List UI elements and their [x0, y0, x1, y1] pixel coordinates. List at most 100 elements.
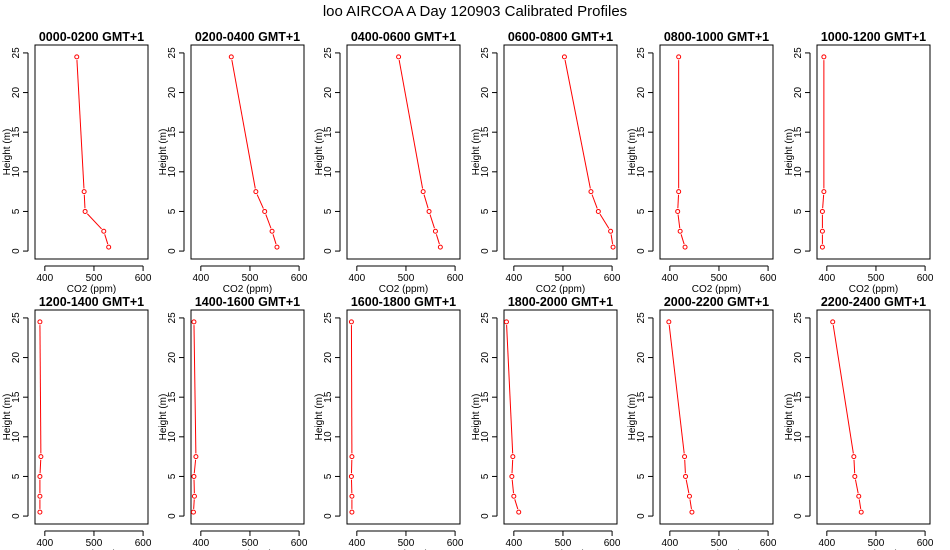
- y-tick-label: 15: [636, 126, 647, 138]
- profile-point: [830, 319, 836, 325]
- y-tick-label: 5: [480, 208, 491, 214]
- y-tick-label: 10: [636, 166, 647, 178]
- profile-line-segment: [677, 194, 680, 209]
- y-tick-label: 15: [480, 391, 491, 403]
- profile-point: [349, 493, 355, 499]
- panel-title: 0200-0400 GMT+1: [195, 30, 300, 44]
- x-tick-label: 500: [242, 273, 259, 284]
- y-tick-label: 15: [323, 126, 334, 138]
- y-tick-label: 5: [11, 208, 22, 214]
- plot-frame: [190, 44, 305, 260]
- y-tick-label: 0: [480, 513, 491, 519]
- profile-line-segment: [854, 479, 859, 494]
- y-tick-label: 25: [480, 312, 491, 324]
- y-axis-label: Height (m): [784, 129, 795, 176]
- profile-point: [228, 54, 234, 60]
- profile-point: [349, 509, 355, 515]
- profile-line-segment: [685, 479, 690, 494]
- x-tick-label: 600: [135, 273, 152, 284]
- profile-line-segment: [680, 234, 685, 245]
- profile-panel: 0400-0600 GMT+1 400 500 600 CO2 (ppm) 0 5 10 15 2…: [314, 30, 464, 295]
- profile-line-segment: [86, 213, 102, 230]
- y-tick-label: 25: [323, 47, 334, 59]
- plot-frame: [190, 309, 305, 525]
- profile-point: [503, 319, 509, 325]
- y-tick-label: 25: [11, 47, 22, 59]
- panel-title: 0800-1000 GMT+1: [664, 30, 769, 44]
- y-tick-label: 5: [480, 473, 491, 479]
- x-tick-label: 600: [917, 538, 934, 549]
- x-tick-label: 400: [36, 273, 53, 284]
- x-tick-label: 600: [604, 538, 621, 549]
- profile-line-segment: [677, 214, 681, 229]
- y-tick-label: 25: [793, 312, 804, 324]
- profile-point: [106, 244, 112, 250]
- profile-point: [193, 454, 199, 460]
- y-axis-label: Height (m): [784, 394, 795, 441]
- profile-point: [677, 228, 683, 234]
- x-tick-label: 500: [398, 538, 415, 549]
- profile-point: [858, 509, 864, 515]
- x-tick-label: 400: [661, 538, 678, 549]
- y-axis-label: Height (m): [314, 394, 325, 441]
- profile-line-segment: [104, 234, 109, 245]
- profile-point: [686, 493, 692, 499]
- y-tick-label: 20: [793, 352, 804, 364]
- panel-title: 1600-1800 GMT+1: [351, 295, 456, 309]
- profile-point: [37, 319, 43, 325]
- panel-title: 2000-2200 GMT+1: [664, 295, 769, 309]
- y-tick-label: 15: [11, 391, 22, 403]
- panel-title: 1400-1600 GMT+1: [195, 295, 300, 309]
- y-tick-label: 10: [323, 431, 334, 443]
- profile-point: [595, 208, 601, 214]
- profile-point: [682, 244, 688, 250]
- y-tick-label: 25: [793, 47, 804, 59]
- profile-line-segment: [193, 325, 197, 454]
- y-tick-label: 20: [11, 87, 22, 99]
- profile-point: [432, 228, 438, 234]
- y-axis-label: Height (m): [471, 129, 482, 176]
- y-axis-label: Height (m): [158, 129, 169, 176]
- y-tick-label: 25: [11, 312, 22, 324]
- profile-line-segment: [684, 459, 686, 474]
- profile-point: [610, 244, 616, 250]
- x-tick-label: 600: [760, 538, 777, 549]
- x-tick-label: 600: [291, 538, 308, 549]
- profile-line-segment: [564, 59, 591, 189]
- profile-panel: 0000-0200 GMT+1 400 500 600 CO2 (ppm) 0 5 10 15 2…: [2, 30, 152, 295]
- y-tick-label: 5: [636, 208, 647, 214]
- profile-point: [666, 319, 672, 325]
- x-tick-label: 500: [711, 538, 728, 549]
- profile-point: [269, 228, 275, 234]
- profile-line-segment: [398, 59, 424, 189]
- profile-line-segment: [39, 459, 42, 474]
- profile-line-segment: [822, 194, 825, 209]
- y-tick-label: 0: [323, 248, 334, 254]
- y-tick-label: 25: [167, 312, 178, 324]
- x-axis-label: CO2 (ppm): [536, 284, 585, 295]
- y-axis-label: Height (m): [314, 129, 325, 176]
- profile-line-segment: [265, 214, 272, 229]
- x-axis-label: CO2 (ppm): [223, 284, 272, 295]
- x-tick-label: 600: [291, 273, 308, 284]
- profile-point: [101, 228, 107, 234]
- y-tick-label: 20: [323, 87, 334, 99]
- y-tick-label: 20: [11, 352, 22, 364]
- profile-point: [676, 189, 682, 195]
- profile-point: [274, 244, 280, 250]
- x-tick-label: 500: [242, 538, 259, 549]
- x-tick-label: 400: [348, 538, 365, 549]
- x-tick-label: 400: [192, 273, 209, 284]
- panel-title: 1000-1200 GMT+1: [821, 30, 926, 44]
- y-tick-label: 10: [480, 431, 491, 443]
- y-tick-label: 20: [480, 352, 491, 364]
- y-tick-label: 5: [636, 473, 647, 479]
- y-tick-label: 10: [323, 166, 334, 178]
- profile-line-segment: [610, 234, 614, 245]
- profile-point: [191, 493, 197, 499]
- panel-title: 0400-0600 GMT+1: [351, 30, 456, 44]
- x-tick-label: 400: [36, 538, 53, 549]
- y-tick-label: 0: [167, 513, 178, 519]
